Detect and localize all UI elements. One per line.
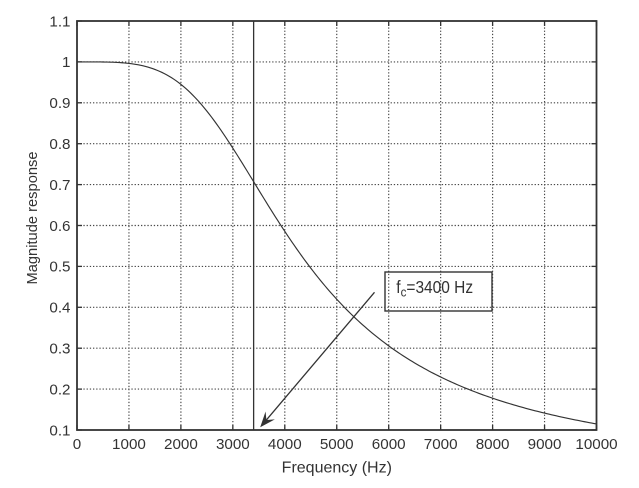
svg-text:1000: 1000 <box>112 436 146 453</box>
svg-text:0.1: 0.1 <box>49 422 70 439</box>
svg-text:7000: 7000 <box>424 436 458 453</box>
svg-text:0.4: 0.4 <box>49 300 70 317</box>
svg-text:3000: 3000 <box>216 436 250 453</box>
svg-text:8000: 8000 <box>476 436 510 453</box>
svg-text:1: 1 <box>62 54 70 71</box>
svg-text:0.8: 0.8 <box>49 136 70 153</box>
svg-text:0.9: 0.9 <box>49 95 70 112</box>
svg-text:0.5: 0.5 <box>49 259 70 276</box>
svg-text:0.2: 0.2 <box>49 381 70 398</box>
svg-text:Frequency (Hz): Frequency (Hz) <box>282 460 392 477</box>
svg-text:5000: 5000 <box>320 436 354 453</box>
svg-text:0.6: 0.6 <box>49 218 70 235</box>
svg-text:0: 0 <box>73 436 81 453</box>
svg-text:4000: 4000 <box>268 436 302 453</box>
svg-text:fc=3400 Hz: fc=3400 Hz <box>396 277 473 299</box>
svg-text:10000: 10000 <box>575 436 617 453</box>
svg-text:0.7: 0.7 <box>49 177 70 194</box>
svg-text:2000: 2000 <box>164 436 198 453</box>
svg-text:Magnitude response: Magnitude response <box>25 151 41 284</box>
svg-text:9000: 9000 <box>528 436 562 453</box>
svg-text:0.3: 0.3 <box>49 341 70 358</box>
svg-text:6000: 6000 <box>372 436 406 453</box>
svg-text:1.1: 1.1 <box>49 13 70 30</box>
